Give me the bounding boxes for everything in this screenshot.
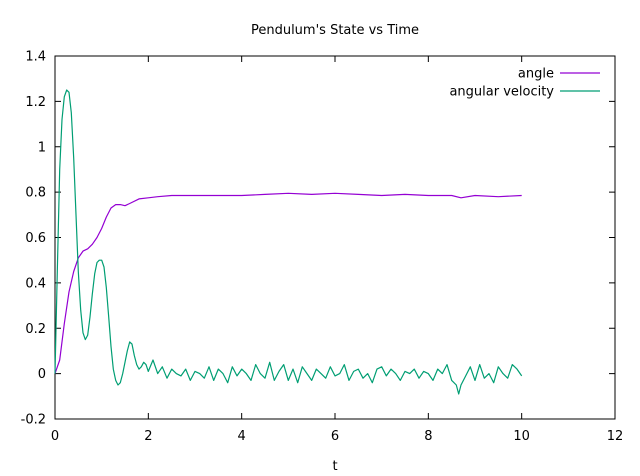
x-tick-label: 6 <box>331 429 339 444</box>
y-tick-label: 1 <box>38 140 46 155</box>
plot-border <box>54 55 616 420</box>
y-tick-label: 1.2 <box>25 95 46 110</box>
legend: angle angular velocity <box>449 67 600 100</box>
y-tick-label: 0.2 <box>25 322 46 337</box>
x-tick-label: 12 <box>607 429 624 444</box>
x-tick-label: 4 <box>238 429 246 444</box>
y-axis: -0.2 0 0.2 0.4 0.6 0.8 1 1.2 1.4 <box>21 50 615 428</box>
x-axis-label: t <box>332 459 337 474</box>
y-tick-label: 0.4 <box>25 276 46 291</box>
y-tick-label: -0.2 <box>21 413 46 428</box>
y-tick-label: 0.6 <box>25 231 46 246</box>
x-tick-label: 2 <box>144 429 152 444</box>
y-tick-label: 1.4 <box>25 50 46 65</box>
y-tick-label: 0 <box>38 367 46 382</box>
legend-label: angle <box>518 67 554 82</box>
series-lines <box>54 89 523 395</box>
y-tick-label: 0.8 <box>25 186 46 201</box>
legend-label: angular velocity <box>449 85 554 100</box>
chart-title: Pendulum's State vs Time <box>251 23 419 38</box>
series-line-angle <box>54 192 522 374</box>
x-tick-label: 0 <box>51 429 59 444</box>
x-axis: 0 2 4 6 8 10 12 <box>51 56 623 444</box>
x-tick-label: 8 <box>424 429 432 444</box>
series-line-angular-velocity <box>54 89 523 395</box>
x-tick-label: 10 <box>513 429 530 444</box>
